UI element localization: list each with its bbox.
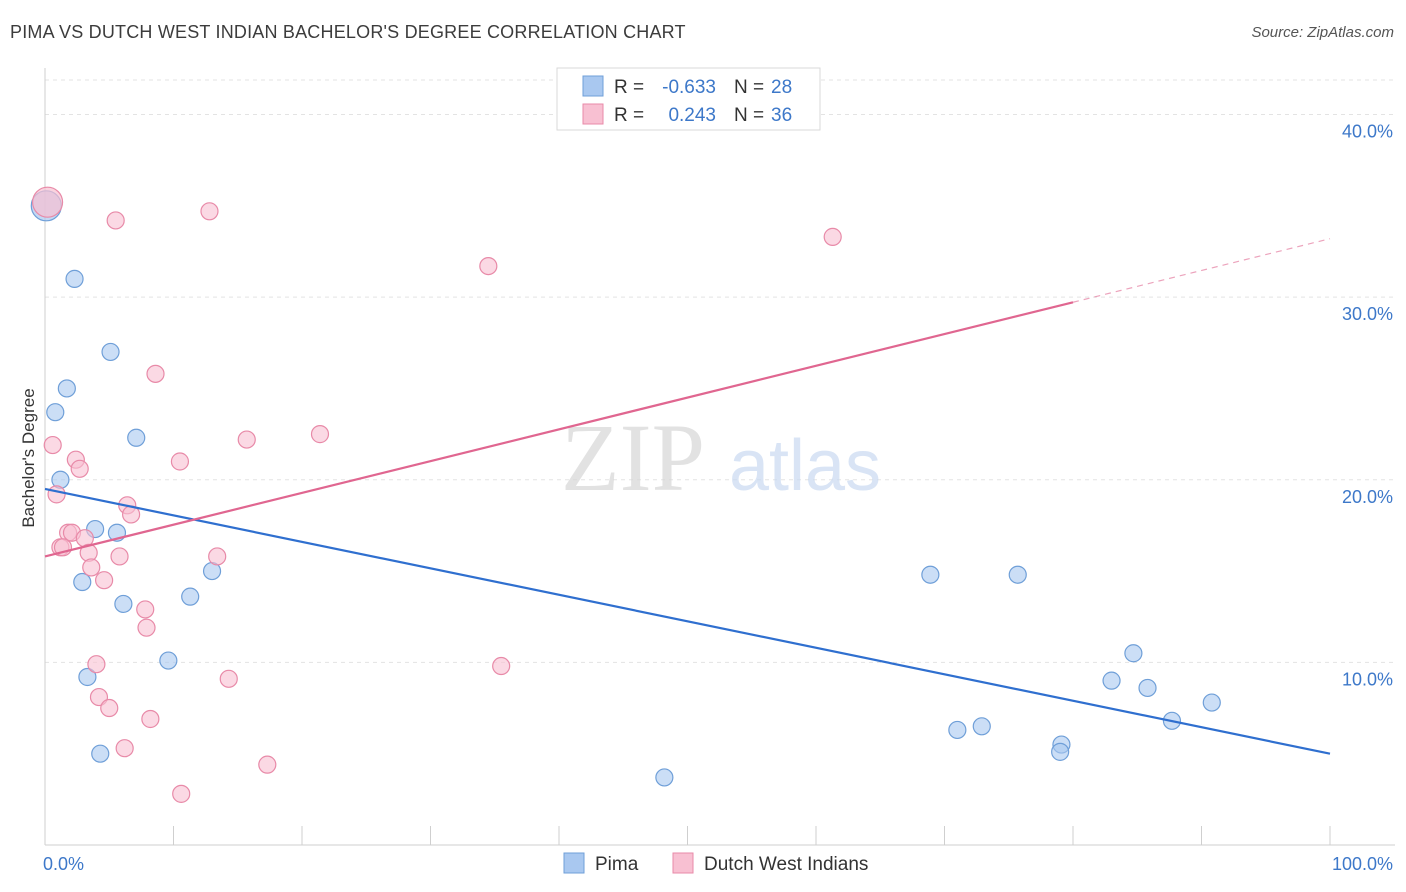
series-legend: Pima Dutch West Indians [563,852,868,875]
bottom-legend-label-pima: Pima [595,854,639,875]
pima-point-17 [1008,565,1027,584]
x-tick-labels: 0.0% 100.0% [43,854,1393,874]
dutch-west-indians-point-6 [310,425,330,444]
dutch-west-indians-point-4 [479,256,498,276]
pima-point-18 [1124,644,1143,663]
dutch-west-indians-point-5 [146,364,165,383]
legend-r-value-1: -0.633 [662,77,716,98]
dutch-west-indians-point-1 [200,202,219,221]
pima-point-2 [101,342,120,362]
dutch-west-indians-point-2 [106,211,125,230]
legend-r-label-1: R = [614,77,644,98]
dutch-west-indians-point-28 [492,656,511,676]
legend-n-label-2: N = [734,105,764,126]
pima-point-16 [921,565,940,584]
dutch-west-indians-point-29 [219,669,238,688]
dutch-west-indians-point-24 [95,571,114,590]
pima-trend-line [44,487,1331,755]
bottom-legend-swatch-dutch [672,852,694,874]
pima-point-3 [57,379,76,398]
pima-point-20 [1138,678,1157,698]
legend-r-label-2: R = [614,105,644,126]
pima-point-4 [46,403,65,422]
legend-swatch-pima [582,75,604,97]
pima-point-19 [1102,671,1121,690]
data-points [30,186,1221,803]
legend-r-value-2: 0.243 [668,105,716,126]
dutch-west-indians-point-11 [70,459,89,478]
dutch-west-indians-point-32 [141,709,160,729]
watermark-atlas: atlas [729,426,881,506]
pima-point-13 [159,651,178,670]
dutch-west-indians-point-3 [823,227,842,246]
legend-n-value-2: 36 [771,105,792,126]
watermark: ZIP atlas [561,404,881,511]
pima-point-26 [1051,742,1070,761]
dutch-west-indians-point-26 [137,618,156,637]
trend-lines [44,238,1331,755]
dutch-west-indians-point-8 [237,430,256,449]
pima-point-27 [655,768,674,787]
pima-point-11 [181,587,200,606]
dutch-west-indians-point-22 [208,547,227,566]
pima-point-24 [972,717,991,736]
bottom-legend-swatch-pima [563,852,585,874]
chart-title: PIMA VS DUTCH WEST INDIAN BACHELOR'S DEG… [10,22,686,42]
dutch-west-indians-point-9 [170,452,190,471]
pima-point-5 [127,428,146,447]
watermark-zip: ZIP [561,404,705,511]
pima-point-21 [1202,693,1221,712]
y-tick-labels: 10.0% 20.0% 30.0% 40.0% [1342,122,1393,690]
y-tick-label-3: 40.0% [1342,122,1393,142]
bottom-legend-label-dutch: Dutch West Indians [704,854,868,875]
source-label: Source: ZipAtlas.com [1251,24,1394,41]
x-tick-label-min: 0.0% [43,854,84,874]
dutch-west-indians-point-21 [110,547,129,566]
dutch-west-indians-point-31 [100,698,119,718]
dutch-west-indians-point-34 [258,755,277,774]
dutch-west-indians-point-27 [87,655,106,674]
axes [44,68,1395,846]
legend-n-value-1: 28 [771,77,792,98]
dutch-west-indians-point-0 [31,186,64,218]
correlation-legend: R = -0.633 N = 28 R = 0.243 N = 36 [556,67,821,131]
pima-point-23 [948,720,967,740]
legend-swatch-dutch [582,103,604,125]
pima-point-15 [91,744,110,763]
gridlines [45,79,1395,663]
y-tick-label-1: 20.0% [1342,487,1393,507]
y-tick-label-0: 10.0% [1342,669,1393,689]
pima-point-1 [65,269,84,288]
dutch-west-indians-point-33 [115,739,134,758]
y-axis-label: Bachelor's Degree [19,388,38,527]
pima-point-9 [73,572,92,592]
dutch-west-indians-point-12 [47,485,66,504]
dutch-west-indians-trend-line-extension [1072,238,1331,303]
y-tick-label-2: 30.0% [1342,304,1393,324]
pima-point-12 [114,594,133,614]
dutch-west-indians-point-23 [82,558,101,577]
legend-n-label-1: N = [734,77,764,98]
dutch-west-indians-point-7 [43,435,62,455]
dutch-west-indians-point-35 [172,784,191,803]
dutch-west-indians-trend-line [44,301,1074,558]
dutch-west-indians-point-25 [136,600,155,619]
pima-point-14 [78,667,97,687]
x-tick-label-max: 100.0% [1332,854,1393,874]
